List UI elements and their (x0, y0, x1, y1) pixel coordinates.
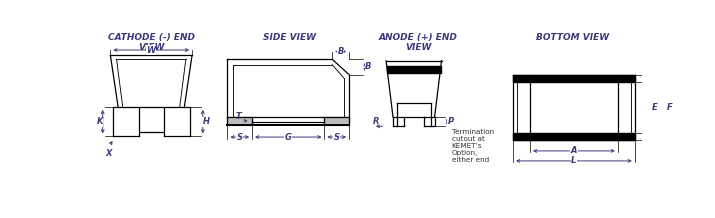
Text: CATHODE (-) END
VIEW: CATHODE (-) END VIEW (108, 33, 194, 53)
Text: B: B (337, 47, 344, 56)
Text: S: S (334, 133, 340, 141)
Text: SIDE VIEW: SIDE VIEW (263, 33, 316, 42)
Text: T: T (235, 112, 241, 121)
Text: W: W (147, 46, 156, 54)
Text: R: R (373, 117, 380, 126)
Text: F: F (666, 103, 672, 112)
Text: P: P (448, 117, 454, 126)
Text: Termination
cutout at
KEMET’s
Option,
either end: Termination cutout at KEMET’s Option, ei… (452, 129, 493, 163)
Text: BOTTOM VIEW: BOTTOM VIEW (536, 33, 609, 42)
Text: H: H (202, 117, 209, 126)
Text: A: A (571, 146, 577, 155)
Text: K: K (97, 117, 103, 126)
Text: G: G (285, 133, 292, 141)
Text: ANODE (+) END
VIEW: ANODE (+) END VIEW (379, 33, 458, 53)
Text: X: X (106, 149, 112, 158)
Text: L: L (571, 156, 576, 165)
Text: S: S (237, 133, 243, 141)
Text: E: E (652, 103, 658, 112)
Text: B: B (365, 63, 372, 72)
